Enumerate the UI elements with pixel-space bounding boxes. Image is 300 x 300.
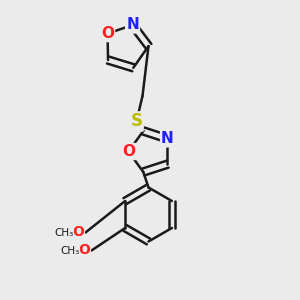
Text: O: O [78,244,90,257]
Text: CH₃: CH₃ [60,245,80,256]
Text: O: O [122,144,135,159]
Text: N: N [161,131,174,146]
Text: N: N [126,17,139,32]
Text: CH₃: CH₃ [54,227,74,238]
Text: O: O [101,26,114,41]
Text: O: O [72,226,84,239]
Text: S: S [130,112,142,130]
